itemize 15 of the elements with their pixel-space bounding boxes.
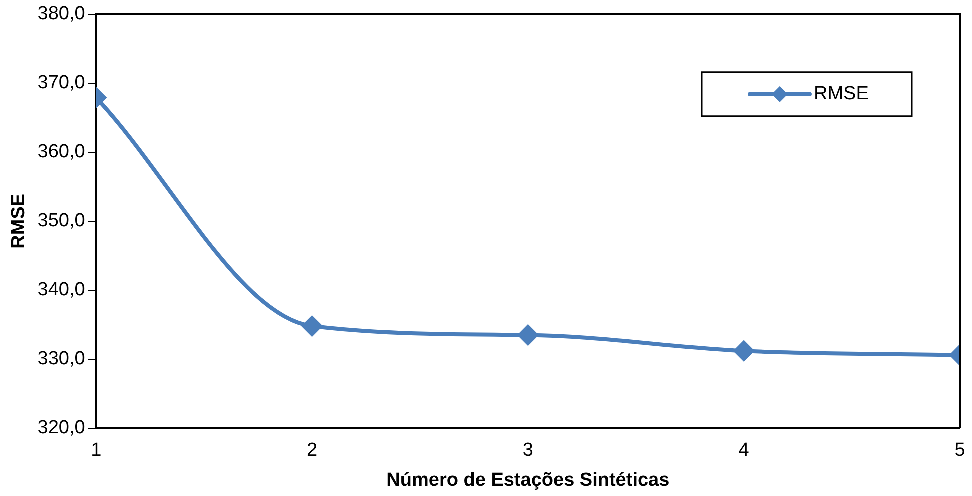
x-tick-label: 4 xyxy=(738,440,750,462)
x-tick-label: 1 xyxy=(91,440,102,462)
x-tick-label: 5 xyxy=(954,440,966,462)
y-tick-label: 370,0 xyxy=(38,72,86,94)
x-axis-title: Número de Estações Sintéticas xyxy=(386,470,670,491)
y-tick-label: 380,0 xyxy=(38,4,86,25)
y-tick-label: 320,0 xyxy=(38,418,86,439)
y-tick-label: 350,0 xyxy=(38,210,86,232)
y-tick-label: 360,0 xyxy=(38,142,86,163)
y-axis-title: RMSE xyxy=(8,194,30,249)
y-tick-label: 340,0 xyxy=(38,280,86,301)
legend-label: RMSE xyxy=(814,84,869,105)
y-tick-label: 330,0 xyxy=(38,348,86,370)
x-tick-label: 3 xyxy=(522,440,534,462)
x-tick-label: 2 xyxy=(306,440,318,462)
